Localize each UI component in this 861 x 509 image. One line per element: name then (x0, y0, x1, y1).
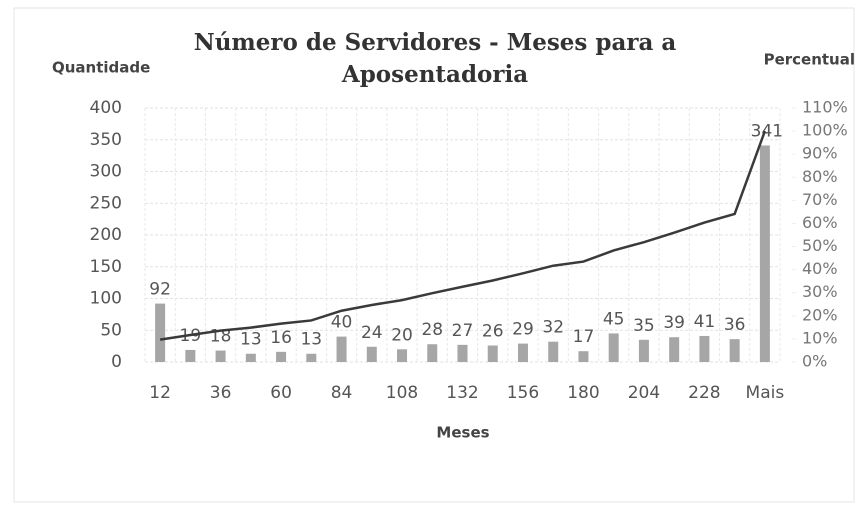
y2-tick-label: 20% (802, 305, 838, 324)
y2-tick-label: 0% (802, 352, 827, 371)
data-label: 32 (542, 318, 564, 338)
y2-tick-label: 30% (802, 282, 838, 301)
line (159, 130, 767, 341)
bar (487, 345, 498, 362)
y2-tick-label: 90% (802, 144, 838, 163)
bar (185, 349, 196, 362)
y-tick-label: 50 (100, 320, 122, 340)
y2-tick-label: 110% (802, 98, 848, 117)
data-label: 40 (331, 313, 353, 333)
x-tick-label: 60 (270, 383, 292, 403)
data-label: 35 (633, 316, 655, 336)
data-label: 27 (452, 321, 474, 341)
y2-tick-label: 40% (802, 259, 838, 278)
data-label: 13 (300, 330, 322, 350)
y2-axis-label: Percentual (764, 51, 855, 69)
data-label: 17 (573, 327, 595, 347)
data-label: 41 (694, 312, 716, 332)
data-label: 29 (512, 320, 534, 340)
y2-tick-label: 10% (802, 328, 838, 347)
y2-tick-label: 70% (802, 190, 838, 209)
x-tick-label: Mais (746, 383, 785, 403)
x-tick-label: 36 (210, 383, 232, 403)
y-tick-label: 100 (90, 289, 122, 309)
data-label: 45 (603, 309, 625, 329)
bar (578, 351, 589, 362)
bar (638, 339, 649, 362)
data-label: 20 (391, 325, 413, 345)
bar (457, 344, 468, 362)
bar (699, 335, 710, 362)
bar (608, 333, 619, 362)
x-tick-label: 108 (386, 383, 418, 403)
y-tick-label: 200 (90, 225, 122, 245)
y2-tick-label: 60% (802, 213, 838, 232)
bar (366, 346, 377, 362)
y-tick-label: 400 (90, 98, 122, 118)
bar (729, 339, 740, 362)
y2-tick-label: 80% (802, 167, 838, 186)
x-tick-label: 228 (688, 383, 720, 403)
data-label: 28 (421, 320, 443, 340)
bar (669, 337, 680, 362)
x-tick-label: 156 (507, 383, 539, 403)
bar (759, 145, 770, 362)
chart-title: Número de Servidores - Meses para a (194, 29, 677, 56)
data-label: 36 (724, 315, 746, 335)
x-axis-label: Meses (436, 424, 489, 442)
y-axis-label: Quantidade (52, 59, 150, 77)
data-label: 24 (361, 323, 383, 343)
y-tick-label: 300 (90, 162, 122, 182)
bar (336, 336, 347, 362)
x-tick-label: 180 (567, 383, 599, 403)
bar (276, 351, 287, 362)
bar (245, 353, 256, 362)
y-tick-label: 0 (111, 352, 122, 372)
data-label: 39 (663, 313, 685, 333)
bar (215, 350, 226, 362)
data-label: 16 (270, 328, 292, 348)
bar (548, 341, 559, 362)
x-tick-label: 12 (149, 383, 171, 403)
data-label: 26 (482, 321, 504, 341)
y-tick-label: 350 (90, 130, 122, 150)
x-tick-label: 204 (628, 383, 660, 403)
x-tick-label: 132 (446, 383, 478, 403)
y2-tick-label: 50% (802, 236, 838, 255)
x-tick-label: 84 (331, 383, 353, 403)
bar (306, 353, 317, 362)
bar (155, 303, 166, 362)
y-tick-label: 250 (90, 193, 122, 213)
chart-frame (13, 7, 855, 503)
bar (397, 349, 408, 362)
chart-title: Aposentadoria (341, 61, 528, 88)
data-label: 92 (149, 280, 171, 300)
data-label: 341 (751, 121, 783, 141)
data-label: 13 (240, 330, 262, 350)
y2-tick-label: 100% (802, 121, 848, 140)
y-tick-label: 150 (90, 257, 122, 277)
bar (517, 343, 528, 362)
bar (427, 344, 438, 362)
